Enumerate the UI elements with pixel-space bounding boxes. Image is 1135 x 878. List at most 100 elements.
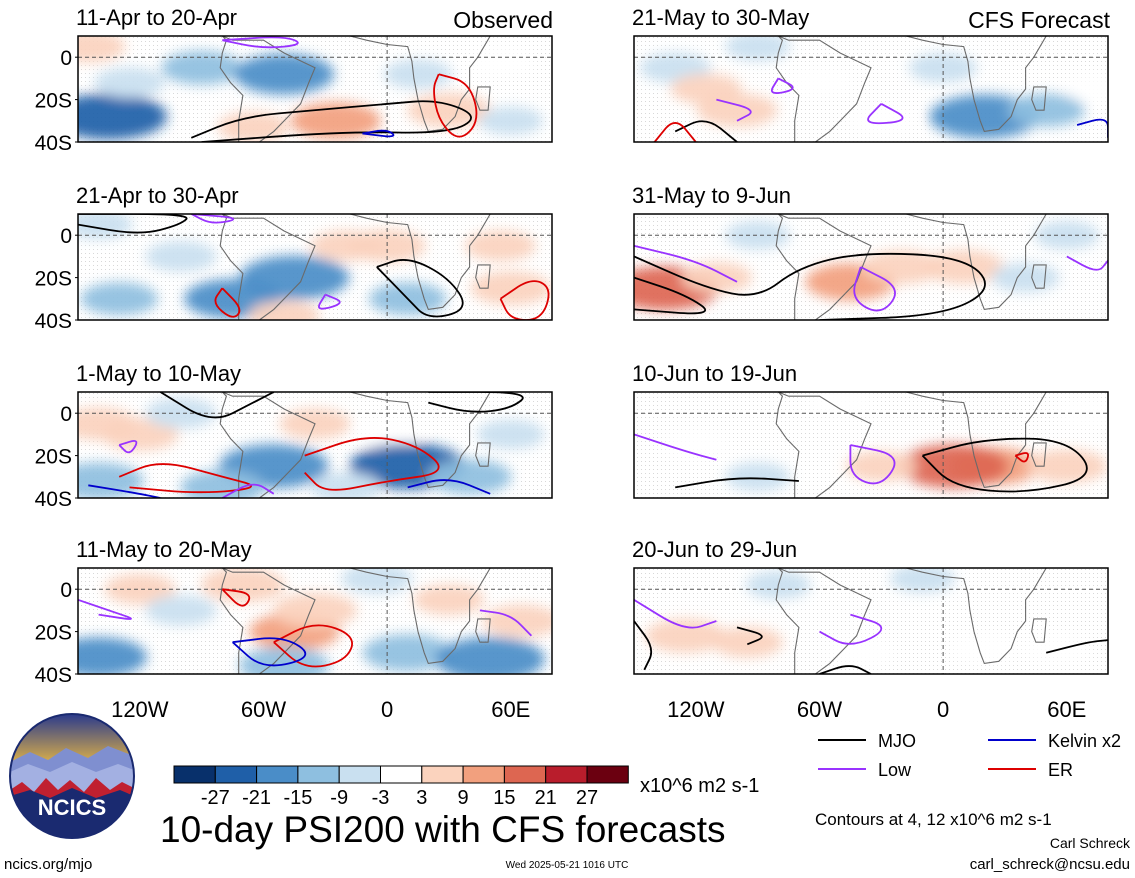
contour-note: Contours at 4, 12 x10^6 m2 s-1 (815, 810, 1052, 829)
anomaly-blob (413, 584, 485, 616)
coastline (349, 392, 491, 489)
anomaly-blob (341, 568, 413, 594)
anomaly-blob (217, 111, 289, 142)
panel-period-label: 1-May to 10-May (76, 361, 241, 386)
contour-mjo (674, 120, 738, 142)
ncics-logo[interactable]: NCICS (9, 713, 135, 839)
contour-mjo (1045, 639, 1108, 654)
colorbar-swatch (545, 765, 588, 784)
contour-low (770, 77, 794, 94)
contour-kelvin (407, 479, 491, 495)
coastline (219, 214, 316, 320)
contour-er (273, 624, 353, 668)
contour-er (118, 463, 253, 494)
contour-low (190, 214, 235, 224)
colorbar-swatch (503, 765, 547, 784)
anomaly-blob (101, 418, 179, 451)
contour-low (222, 36, 299, 49)
map-panel: 20-Jun to 29-Jun (632, 537, 1109, 675)
anomaly-blob (238, 646, 330, 674)
coastline (775, 214, 872, 320)
panel-frame (77, 391, 553, 499)
anomaly-blob (78, 637, 147, 674)
anomaly-blob (476, 419, 545, 450)
colorbar-swatch (586, 765, 629, 784)
anomaly-blob (1024, 634, 1089, 663)
contour-low (819, 613, 883, 645)
y-tick-label: 20S (35, 446, 72, 469)
y-tick-label: 0 (60, 403, 72, 426)
panel-period-label: 11-Apr to 20-Apr (76, 5, 237, 30)
logo-text: NCICS (38, 795, 106, 820)
anomaly-blob (80, 282, 159, 316)
contour-low (221, 483, 275, 498)
anomaly-blob (93, 67, 166, 98)
contour-kelvin (362, 129, 395, 138)
anomaly-blob (145, 595, 217, 626)
map-panel: 10-Jun to 19-Jun (632, 361, 1109, 499)
contour-low (853, 266, 896, 312)
panel-frame (77, 35, 553, 143)
colorbar-tick-label: 9 (458, 787, 469, 809)
anomaly-blob (78, 93, 167, 140)
x-tick-label: 120W (667, 697, 725, 722)
y-tick-label: 40S (35, 132, 72, 155)
colorbar-tick-label: -15 (283, 787, 312, 809)
timestamp: Wed 2025-05-21 1016 UTC (506, 860, 629, 871)
anomaly-blob (785, 67, 854, 98)
panel-period-label: 21-May to 30-May (632, 5, 809, 30)
y-tick-label: 20S (35, 622, 72, 645)
coastline (905, 214, 1047, 311)
coastline (349, 568, 491, 665)
anomaly-blob (807, 392, 873, 417)
contour-low (634, 433, 717, 461)
contour-kelvin (88, 484, 161, 498)
legend-label: Low (878, 760, 912, 780)
anomaly-blob (145, 397, 217, 429)
x-tick-label: 120W (111, 697, 169, 722)
anomaly-blob (464, 230, 537, 262)
legend-label: Kelvin x2 (1048, 731, 1121, 751)
anomaly-blob (200, 568, 285, 603)
contour-er (221, 588, 251, 607)
anomaly-blob (161, 50, 243, 85)
anomaly-blob (1007, 93, 1085, 127)
anomaly-blob (1063, 74, 1108, 104)
anomaly-blob (890, 568, 955, 593)
coastline (219, 568, 316, 674)
contour-mjo (675, 477, 799, 489)
contour-low (479, 609, 533, 637)
colorbar-swatch (462, 765, 505, 784)
anomaly-blob (950, 633, 1019, 664)
anomaly-blob (435, 637, 545, 674)
coastline (219, 392, 316, 498)
anomaly-blob (180, 469, 265, 498)
panel-period-label: 11-May to 20-May (76, 537, 252, 562)
colorbar-tick-label: 27 (576, 787, 598, 809)
x-tick-label: 60W (241, 697, 286, 722)
panel-period-label: 21-Apr to 30-Apr (76, 183, 239, 208)
anomaly-blob (482, 604, 552, 638)
contour-low (849, 444, 896, 485)
colorbar-tick-label: -27 (201, 787, 230, 809)
panel-frame (633, 567, 1109, 675)
anomaly-blob (861, 250, 943, 284)
panel-period-label: 31-May to 9-Jun (632, 183, 791, 208)
anomaly-blob (826, 638, 895, 668)
colorbar-swatch (173, 765, 216, 784)
anomaly-blob (78, 462, 144, 498)
legend: MJO Kelvin x2 Low ER (818, 731, 1121, 780)
anomaly-blob (104, 573, 176, 605)
colorbar-swatch (338, 765, 382, 784)
anomaly-blob (78, 36, 126, 63)
anomaly-blob (725, 36, 791, 61)
panel-frame (633, 35, 1109, 143)
coastline (1031, 442, 1047, 467)
contour-mjo (634, 620, 653, 671)
coastline (1031, 618, 1047, 643)
colorbar-tick-label: -9 (330, 787, 348, 809)
anomaly-blob (145, 241, 217, 272)
map-panel: 31-May to 9-Jun (632, 183, 1109, 321)
